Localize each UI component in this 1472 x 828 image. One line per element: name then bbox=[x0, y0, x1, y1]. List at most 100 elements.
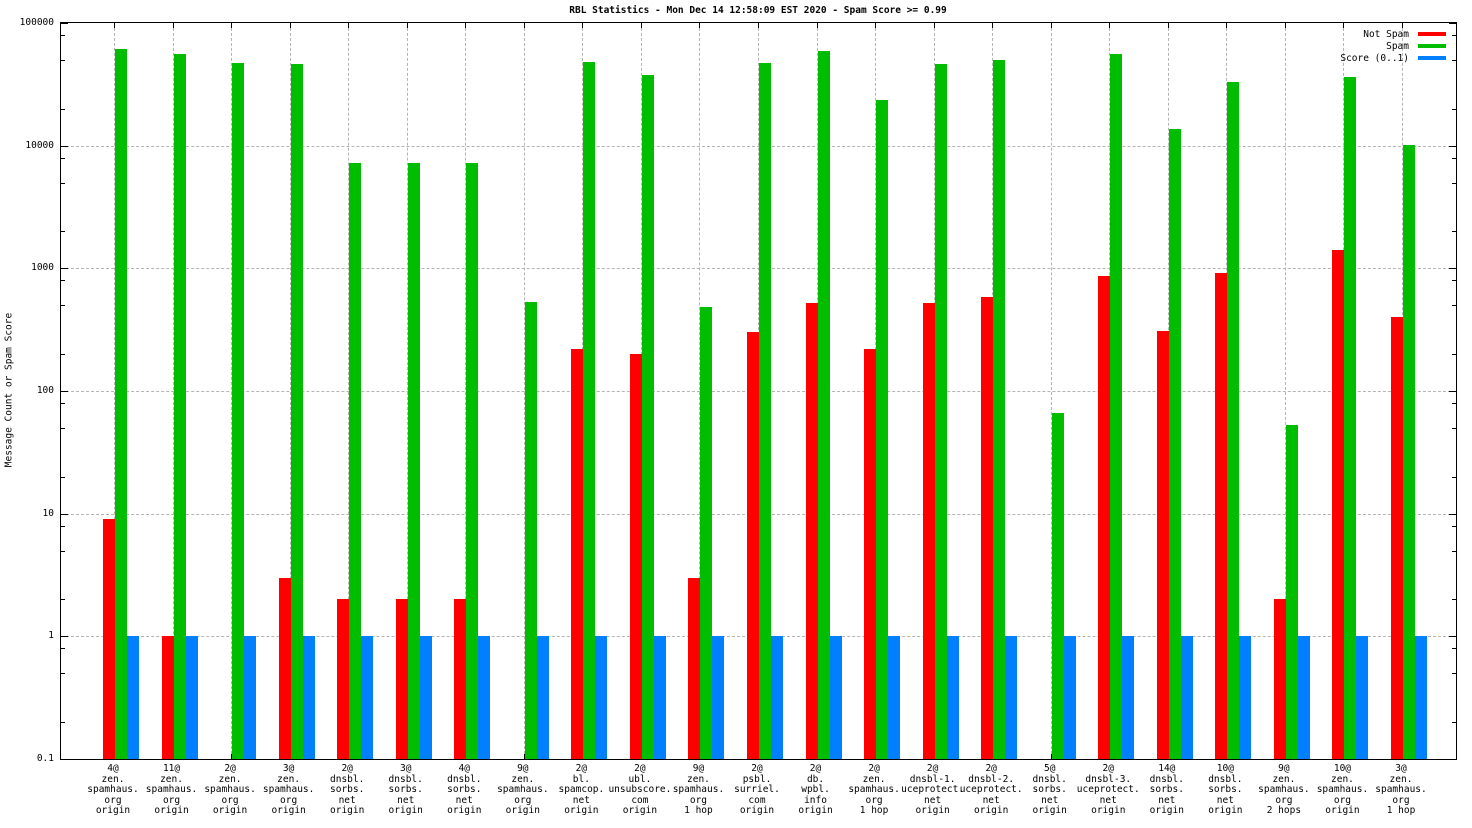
category-label-line: origin bbox=[1325, 805, 1360, 817]
bar-score-0-1 bbox=[1180, 636, 1193, 759]
category-label-line: org bbox=[104, 794, 122, 806]
y-major-tick bbox=[1449, 145, 1456, 147]
bar-not-spam bbox=[103, 519, 115, 759]
y-major-tick bbox=[61, 268, 68, 270]
category-label-line: net bbox=[572, 794, 590, 806]
bar-score-0-1 bbox=[595, 636, 608, 759]
y-minor-tick bbox=[61, 182, 65, 184]
x-tick bbox=[875, 23, 877, 28]
category-label-line: 1 hop bbox=[859, 805, 889, 817]
bar-spam bbox=[1403, 144, 1415, 759]
category-label-line: origin bbox=[388, 805, 423, 817]
x-gridline bbox=[289, 23, 291, 759]
category-label-line: spamhaus. bbox=[848, 784, 900, 796]
x-tick bbox=[1402, 23, 1403, 28]
y-minor-tick bbox=[61, 157, 65, 159]
category-label-line: origin bbox=[212, 805, 248, 817]
y-major-tick bbox=[1449, 268, 1456, 270]
y-major-tick bbox=[1449, 513, 1456, 515]
bar-not-spam bbox=[571, 348, 584, 759]
y-minor-tick bbox=[61, 525, 65, 527]
category-label-line: org bbox=[514, 794, 532, 806]
category-label: 11@ zen. spamhaus. org origin bbox=[146, 763, 197, 817]
bar-not-spam bbox=[337, 599, 350, 759]
category-label-line: zen. bbox=[1272, 773, 1296, 785]
bar-score-0-1 bbox=[712, 636, 725, 759]
category-label: 2@ ubl. unsubscore. com origin bbox=[608, 763, 671, 817]
x-tick bbox=[933, 23, 935, 28]
category-label-line: origin bbox=[271, 805, 306, 817]
category-label-line: org bbox=[1275, 794, 1293, 806]
x-tick bbox=[582, 23, 584, 28]
category-label: 3@ zen. spamhaus. org 1 hop bbox=[1375, 763, 1426, 817]
bar-not-spam bbox=[629, 354, 642, 759]
category-label-line: net bbox=[924, 794, 942, 806]
x-tick bbox=[231, 23, 233, 28]
bar-score-0-1 bbox=[361, 636, 374, 759]
category-label-line: 10@ bbox=[1216, 763, 1234, 774]
y-minor-tick bbox=[1452, 648, 1456, 650]
category-label-line: origin bbox=[95, 805, 131, 817]
category-label-line: 2@ bbox=[224, 763, 236, 774]
category-label-line: zen. bbox=[277, 773, 301, 785]
x-gridline bbox=[406, 23, 408, 759]
y-major-tick bbox=[1449, 636, 1456, 638]
category-label: 2@ zen. spamhaus. org origin bbox=[204, 763, 255, 817]
y-minor-tick bbox=[61, 231, 65, 233]
category-label: 9@ zen. spamhaus. org origin bbox=[497, 763, 548, 817]
bar-spam bbox=[407, 163, 420, 759]
y-tick-label: 0.1 bbox=[36, 753, 54, 764]
bar-spam bbox=[173, 53, 186, 759]
bar-not-spam bbox=[981, 297, 994, 759]
category-label: 4@ zen. spamhaus. org origin bbox=[87, 763, 139, 817]
category-label-line: zen. bbox=[862, 773, 886, 785]
category-label-line: dnsbl. bbox=[1208, 773, 1243, 785]
bar-not-spam bbox=[1273, 599, 1286, 759]
y-minor-tick bbox=[61, 402, 65, 404]
y-minor-tick bbox=[1452, 550, 1456, 552]
category-label-line: sorbs. bbox=[1032, 784, 1067, 796]
category-label-line: 14@ bbox=[1158, 763, 1176, 774]
y-minor-tick bbox=[61, 59, 65, 61]
category-label: 10@ dnsbl. sorbs. net origin bbox=[1208, 763, 1243, 817]
bar-spam bbox=[1168, 129, 1181, 759]
category-label-line: 2@ bbox=[575, 763, 588, 774]
y-major-tick bbox=[1449, 759, 1456, 760]
category-label: 2@ dnsbl. sorbs. net origin bbox=[330, 763, 364, 817]
legend: Not Spam Spam Score (0..1) bbox=[1340, 28, 1446, 64]
y-tick-label: 100 bbox=[36, 385, 54, 396]
category-label-line: dnsbl. bbox=[1032, 773, 1067, 785]
x-tick bbox=[1050, 23, 1052, 28]
chart-title: RBL Statistics - Mon Dec 14 12:58:09 EST… bbox=[569, 5, 947, 16]
y-minor-tick bbox=[61, 354, 65, 356]
category-label-line: 1 hop bbox=[684, 805, 713, 817]
bar-spam bbox=[232, 63, 245, 759]
category-label-line: spamhaus. bbox=[87, 784, 139, 796]
y-minor-tick bbox=[1452, 599, 1456, 601]
y-minor-tick bbox=[61, 34, 65, 36]
category-label-line: dnsbl-3. bbox=[1085, 773, 1132, 785]
category-label-line: zen. bbox=[218, 773, 242, 785]
y-major-tick bbox=[61, 23, 68, 24]
y-minor-tick bbox=[61, 722, 65, 724]
x-tick bbox=[640, 23, 642, 28]
y-minor-tick bbox=[61, 550, 65, 552]
bar-not-spam bbox=[747, 332, 759, 759]
category-label-line: 9@ bbox=[1278, 763, 1290, 774]
category-label-line: origin bbox=[974, 805, 1009, 817]
category-label-line: sorbs. bbox=[388, 784, 423, 796]
category-label-line: 5@ bbox=[1043, 763, 1056, 774]
category-label-line: dnsbl. bbox=[388, 773, 423, 785]
bar-spam bbox=[817, 51, 830, 759]
legend-entry-spam: Spam bbox=[1340, 40, 1446, 52]
category-label: 2@ bl. spamcop. net origin bbox=[558, 763, 604, 817]
y-minor-tick bbox=[61, 427, 65, 429]
bar-spam bbox=[349, 163, 362, 759]
y-minor-tick bbox=[61, 599, 65, 601]
bar-not-spam bbox=[1156, 330, 1169, 759]
category-label-line: 3@ bbox=[1395, 763, 1407, 774]
bar-not-spam bbox=[1098, 275, 1111, 759]
bar-score-0-1 bbox=[1415, 636, 1427, 759]
category-label-line: sorbs. bbox=[1149, 784, 1184, 796]
